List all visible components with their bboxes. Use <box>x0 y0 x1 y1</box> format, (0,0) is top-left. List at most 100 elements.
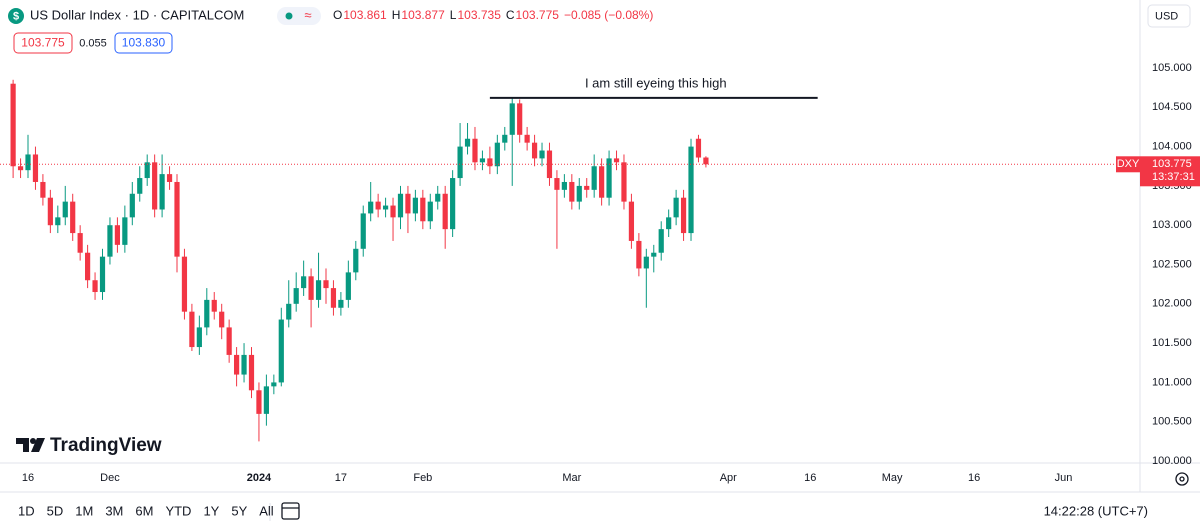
range-button[interactable]: 5Y <box>231 503 247 518</box>
symbol-title: US Dollar Index · 1D · CAPITALCOM <box>30 7 244 22</box>
x-tick-label: 16 <box>968 472 980 484</box>
candle-body <box>70 201 76 234</box>
candle-body <box>10 83 16 167</box>
candle-body <box>85 252 91 281</box>
candle-body <box>62 201 68 218</box>
candle-body <box>353 248 359 273</box>
range-button[interactable]: 1M <box>75 503 93 518</box>
candle-body <box>427 201 433 222</box>
candle-body <box>301 276 307 289</box>
candle-body <box>144 162 150 179</box>
clock[interactable]: 14:22:28 (UTC+7) <box>1044 503 1148 518</box>
candle-body <box>524 134 530 143</box>
candle-body <box>25 154 31 171</box>
candle-body <box>308 276 314 300</box>
candle-body <box>599 166 605 198</box>
candle-body <box>152 162 158 210</box>
candle-body <box>211 299 217 312</box>
candle-body <box>464 138 471 147</box>
candle-body <box>92 280 98 293</box>
candle-body <box>457 146 463 179</box>
candle-body <box>487 158 493 167</box>
candle-body <box>256 390 262 414</box>
candle-body <box>122 217 128 245</box>
x-tick-label: Mar <box>562 472 581 484</box>
settings-icon-center <box>1179 476 1185 482</box>
candle-body <box>517 103 523 135</box>
candle-body <box>315 280 322 300</box>
candle-body <box>77 233 83 253</box>
calendar-icon[interactable] <box>281 502 300 520</box>
candle-body <box>561 181 567 190</box>
candle-body <box>703 157 709 165</box>
range-button[interactable]: 3M <box>105 503 123 518</box>
currency-box[interactable] <box>1147 4 1191 28</box>
brand-logo: TradingView <box>16 435 162 456</box>
status-pill[interactable] <box>277 7 321 25</box>
candle-body <box>248 354 255 391</box>
candle-body <box>345 272 351 300</box>
candle-body <box>368 201 374 214</box>
candle-body <box>375 201 381 210</box>
candle-body <box>673 197 679 218</box>
x-tick-label: Apr <box>720 472 737 484</box>
candle-body <box>159 174 165 210</box>
sell-price: 103.775 <box>21 36 65 50</box>
candle-body <box>569 181 575 202</box>
candle-body <box>420 197 426 222</box>
candle-body <box>263 386 269 414</box>
candle-body <box>40 181 46 198</box>
candle-body <box>114 225 121 245</box>
y-tick-label: 104.000 <box>1152 141 1192 153</box>
range-button[interactable]: 5D <box>47 503 64 518</box>
candle-body <box>99 256 106 293</box>
candle-body <box>360 213 366 249</box>
ohlc-value: 103.735 <box>457 8 501 22</box>
candle-body <box>680 197 687 234</box>
x-tick-label: Feb <box>413 472 432 484</box>
candle-body <box>397 193 404 218</box>
range-button[interactable]: 1Y <box>203 503 219 518</box>
candle-body <box>286 303 292 320</box>
ohlc-label: C <box>506 8 515 22</box>
x-tick-label: 16 <box>22 472 34 484</box>
brand-name: TradingView <box>50 435 162 456</box>
range-button[interactable]: 6M <box>135 503 153 518</box>
candle-body <box>107 225 113 257</box>
sell-box[interactable] <box>13 32 73 54</box>
symbol-tag-box <box>1116 156 1140 173</box>
symbol-logo-glyph: $ <box>13 10 19 22</box>
candle-body <box>382 205 389 210</box>
range-button[interactable]: YTD <box>165 503 191 518</box>
brand-mark-dot <box>30 438 36 444</box>
buy-box[interactable] <box>114 32 173 54</box>
candle-body <box>494 142 500 167</box>
y-tick-label: 100.500 <box>1152 416 1192 428</box>
candle-body <box>435 193 441 202</box>
range-button[interactable]: 1D <box>18 503 35 518</box>
candle-body <box>472 138 478 163</box>
x-tick-label: Jun <box>1055 472 1073 484</box>
candle-body <box>47 197 53 226</box>
ohlc-value: 103.877 <box>401 8 445 22</box>
bar-countdown: 13:37:31 <box>1152 171 1195 183</box>
symbol-tag: DXY <box>1117 158 1140 170</box>
candle-body <box>405 193 411 214</box>
ohlc-value: 103.861 <box>343 8 387 22</box>
candle-body <box>479 158 486 163</box>
brand-mark <box>16 438 29 452</box>
currency: USD <box>1155 10 1178 22</box>
last-price-box <box>1140 156 1200 187</box>
candle-body <box>219 311 225 328</box>
y-tick-label: 102.500 <box>1152 258 1192 270</box>
settings-icon[interactable] <box>1175 472 1189 486</box>
y-tick-label: 104.500 <box>1152 101 1192 113</box>
x-tick-label: 17 <box>335 472 347 484</box>
candle-body <box>666 217 672 230</box>
candle-body <box>174 181 180 257</box>
y-tick-label: 105.000 <box>1152 62 1192 74</box>
candle-body <box>55 217 61 226</box>
range-button[interactable]: All <box>259 503 274 518</box>
candle-body <box>613 158 620 163</box>
candle-body <box>181 256 188 312</box>
